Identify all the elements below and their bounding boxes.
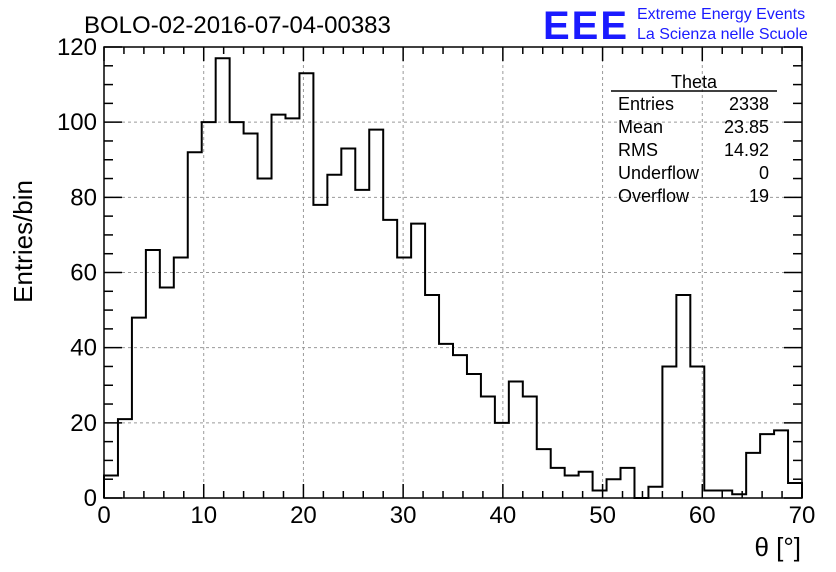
histogram-bin [327, 175, 341, 498]
histogram-bin [299, 73, 313, 498]
histogram-bin [174, 257, 188, 498]
stats-rows: Entries 2338 Mean 23.85 RMS 14.92 Underflow 0 Ov… [618, 94, 769, 206]
eee-logo-text: EEE [543, 4, 629, 48]
histogram-bin [285, 118, 299, 498]
histogram-bin [746, 453, 760, 498]
histogram-bin [774, 430, 788, 498]
histogram-bin [495, 423, 509, 498]
histogram-bin [258, 179, 272, 498]
x-tick-label: 40 [490, 502, 517, 529]
histogram-bin [202, 122, 216, 498]
y-tick-label: 60 [70, 260, 97, 287]
histogram-outline [103, 57, 803, 499]
histogram-bin [453, 355, 467, 498]
stats-row-label: Underflow [618, 163, 700, 183]
histogram-bin [481, 397, 495, 498]
histogram-bin [704, 490, 718, 498]
stats-box: Theta Entries 2338 Mean 23.85 RMS 14.92 Underf… [611, 72, 777, 206]
histogram-bin [648, 487, 662, 498]
x-tick-labels: 0 10 20 30 40 50 60 70 [97, 502, 815, 529]
histogram-bin [509, 381, 523, 498]
histogram-bin [230, 122, 244, 498]
histogram-bin [593, 490, 607, 498]
stats-row-value: 2338 [729, 94, 769, 114]
histogram-bin [565, 475, 579, 498]
histogram-bin [607, 479, 621, 498]
y-tick-labels: 0 20 40 60 80 100 120 [57, 34, 97, 512]
stats-row-value: 0 [759, 163, 769, 183]
x-tick-label: 30 [390, 502, 417, 529]
eee-logo-line1: Extreme Energy Events [637, 6, 805, 23]
histogram-bin [760, 434, 774, 498]
x-tick-label: 70 [789, 502, 816, 529]
eee-logo-line2: La Scienza nelle Scuole [637, 26, 808, 43]
histogram-bin [411, 224, 425, 498]
histogram-bin [537, 449, 551, 498]
histogram-bin [718, 490, 732, 498]
x-tick-label: 0 [97, 502, 110, 529]
histogram-bin [216, 58, 230, 498]
histogram-bin [425, 295, 439, 498]
x-axis-label: θ [°] [754, 532, 801, 562]
axis-ticks [103, 46, 803, 499]
histogram-bin [397, 257, 411, 498]
stats-row-value: 23.85 [724, 117, 769, 137]
y-tick-label: 20 [70, 410, 97, 437]
y-tick-label: 80 [70, 184, 97, 211]
histogram-bin [523, 397, 537, 498]
histogram-bin [355, 190, 369, 498]
y-tick-label: 100 [57, 109, 97, 136]
histogram-bin [788, 483, 802, 498]
chart-title: BOLO-02-2016-07-04-00383 [84, 12, 391, 39]
y-tick-label: 0 [84, 485, 97, 512]
histogram-bin [369, 130, 383, 498]
stats-row-value: 19 [749, 186, 769, 206]
x-tick-label: 50 [589, 502, 616, 529]
histogram-bin [439, 344, 453, 498]
histogram-bin [341, 148, 355, 498]
y-axis-label: Entries/bin [8, 180, 38, 303]
x-tick-label: 20 [290, 502, 317, 529]
histogram-bin [313, 205, 327, 498]
histogram-bin [132, 318, 146, 498]
histogram-bin [676, 295, 690, 498]
y-tick-label: 120 [57, 34, 97, 61]
histogram-bin [467, 374, 481, 498]
stats-box-title: Theta [671, 72, 718, 92]
histogram-bin [272, 115, 286, 498]
stats-row-label: Mean [618, 117, 663, 137]
stats-row-label: Entries [618, 94, 674, 114]
histogram-bin [383, 220, 397, 498]
histogram-bin [244, 133, 258, 498]
stats-row-value: 14.92 [724, 140, 769, 160]
histogram-bin [579, 472, 593, 498]
x-tick-label: 60 [689, 502, 716, 529]
eee-logo: EEE Extreme Energy Events La Scienza nel… [543, 4, 808, 48]
histogram-bin [146, 250, 160, 498]
histogram-bin [118, 419, 132, 498]
stats-row-label: Overflow [618, 186, 690, 206]
histogram-bin [662, 366, 676, 498]
x-tick-label: 10 [190, 502, 217, 529]
stats-row-label: RMS [618, 140, 658, 160]
histogram-bin [188, 152, 202, 498]
histogram-bin [160, 288, 174, 498]
y-tick-label: 40 [70, 335, 97, 362]
histogram-bin [690, 366, 704, 498]
